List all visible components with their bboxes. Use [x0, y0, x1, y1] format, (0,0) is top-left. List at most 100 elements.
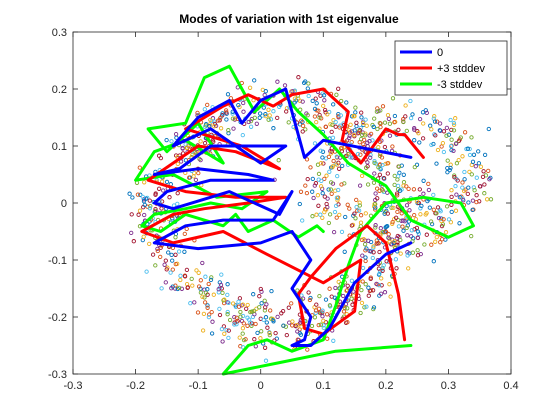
scatter-point — [354, 197, 359, 203]
scatter-point — [386, 235, 391, 240]
scatter-point — [144, 269, 149, 274]
scatter-point — [163, 280, 168, 285]
scatter-point — [482, 152, 488, 158]
scatter-point — [447, 167, 452, 173]
scatter-point — [454, 161, 460, 166]
scatter-point — [169, 139, 174, 144]
scatter-point — [175, 201, 180, 207]
scatter-point — [337, 125, 342, 130]
scatter-point — [434, 119, 440, 124]
scatter-point — [263, 113, 268, 119]
scatter-point — [330, 164, 336, 169]
scatter-point — [482, 191, 487, 196]
scatter-point — [206, 314, 212, 320]
y-tick-label: 0.1 — [52, 141, 67, 153]
scatter-point — [147, 206, 153, 211]
scatter-point — [268, 117, 274, 122]
scatter-point — [469, 172, 474, 177]
scatter-point — [284, 332, 289, 338]
scatter-point — [245, 302, 250, 308]
scatter-point — [454, 192, 459, 197]
scatter-point — [262, 92, 267, 98]
scatter-point — [423, 212, 428, 217]
scatter-point — [308, 165, 313, 170]
scatter-point — [300, 218, 305, 223]
scatter-point — [320, 155, 325, 160]
scatter-point — [449, 147, 454, 153]
scatter-point — [392, 238, 397, 244]
scatter-point — [460, 154, 465, 159]
scatter-point — [212, 119, 217, 124]
scatter-point — [387, 121, 393, 126]
scatter-point — [312, 114, 318, 119]
scatter-point — [300, 129, 305, 134]
scatter-point — [470, 207, 475, 213]
scatter-point — [200, 328, 206, 333]
scatter-point — [156, 186, 162, 191]
scatter-point — [474, 199, 479, 205]
scatter-point — [267, 332, 272, 338]
scatter-point — [262, 298, 267, 303]
scatter-point — [196, 170, 201, 176]
scatter-point — [467, 169, 472, 175]
scatter-point — [209, 309, 214, 315]
scatter-point — [296, 75, 301, 80]
scatter-point — [373, 201, 378, 207]
scatter-point — [217, 306, 222, 312]
scatter-point — [267, 113, 272, 118]
scatter-point — [300, 123, 306, 129]
scatter-point — [275, 314, 280, 320]
scatter-point — [263, 315, 269, 320]
scatter-point — [427, 205, 432, 210]
scatter-point — [220, 111, 225, 116]
scatter-point — [403, 103, 408, 108]
scatter-point — [343, 214, 348, 220]
scatter-point — [405, 253, 410, 258]
scatter-point — [164, 267, 169, 272]
scatter-point — [374, 238, 379, 243]
scatter-point — [370, 288, 376, 293]
scatter-point — [271, 126, 276, 131]
scatter-point — [392, 113, 398, 119]
y-tick-label: -0.2 — [48, 312, 67, 324]
scatter-point — [334, 195, 340, 200]
scatter-point — [304, 190, 310, 196]
scatter-point — [236, 299, 241, 304]
scatter-point — [382, 290, 388, 295]
scatter-point — [451, 148, 456, 154]
series-line-2 — [134, 64, 475, 376]
scatter-point — [437, 121, 443, 126]
scatter-point — [240, 132, 245, 138]
scatter-point — [321, 323, 326, 328]
scatter-point — [410, 112, 415, 117]
scatter-point — [310, 176, 315, 182]
scatter-point — [345, 306, 350, 311]
scatter-point — [445, 158, 450, 163]
scatter-point — [371, 305, 377, 310]
scatter-point — [336, 187, 341, 193]
scatter-point — [360, 253, 365, 258]
scatter-point — [215, 118, 221, 123]
scatter-point — [218, 126, 224, 131]
scatter-point — [310, 98, 315, 104]
scatter-point — [176, 249, 182, 254]
scatter-point — [376, 165, 381, 170]
scatter-point — [451, 128, 457, 133]
scatter-point — [465, 146, 471, 151]
scatter-point — [263, 112, 268, 117]
scatter-point — [321, 325, 326, 331]
scatter-point — [198, 139, 203, 144]
scatter-point — [333, 203, 339, 209]
scatter-point — [377, 249, 382, 255]
scatter-point — [448, 220, 454, 225]
scatter-point — [198, 290, 204, 295]
scatter-point — [218, 282, 224, 288]
scatter-point — [257, 115, 262, 120]
scatter-point — [202, 107, 207, 112]
scatter-point — [202, 300, 208, 305]
scatter-point — [248, 118, 254, 124]
scatter-point — [192, 300, 197, 305]
scatter-point — [248, 124, 254, 129]
scatter-point — [248, 320, 253, 325]
scatter-point — [200, 294, 205, 299]
